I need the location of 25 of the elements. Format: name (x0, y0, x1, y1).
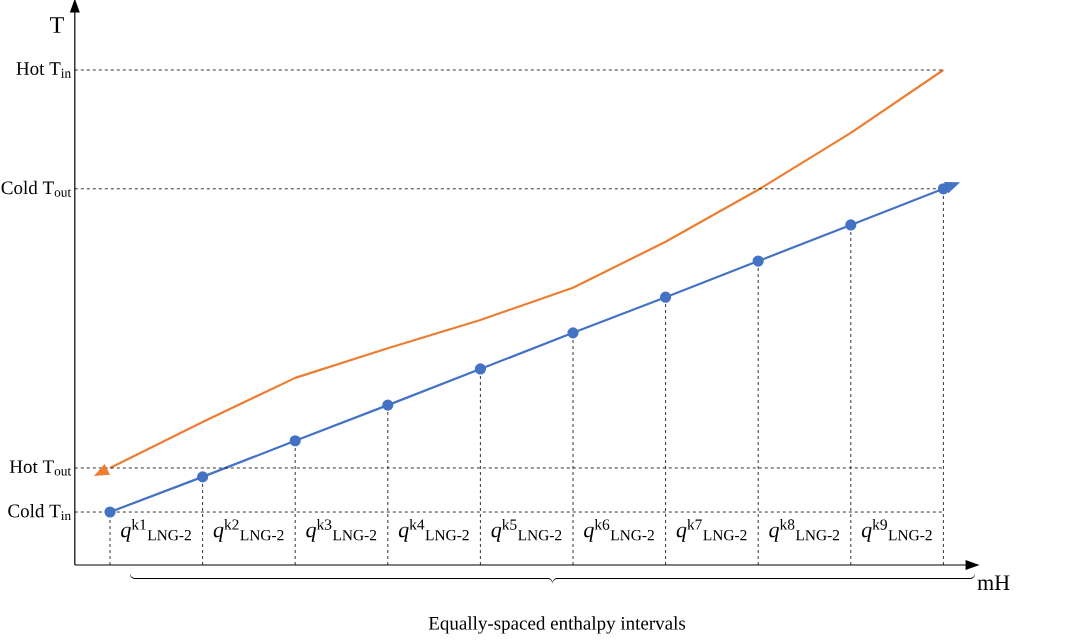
annotation: q$^{k5}$LNG-2 (491, 518, 562, 542)
x-axis-title: mH (977, 575, 1010, 590)
point (474, 363, 486, 375)
text: Equally-spaced enthalpy intervals (428, 616, 686, 634)
annotation: q$^{k7}$LNG-2 (676, 518, 747, 542)
y-axis-title: T (50, 17, 64, 33)
annotation: q$^{k3}$LNG-2 (306, 518, 377, 542)
annotation: q$^{k6}$LNG-2 (584, 518, 654, 542)
point (104, 506, 116, 518)
annotation: q$^{k9}$LNG-2 (861, 518, 932, 542)
point (197, 471, 209, 483)
ref-line-label: Hot T$_{in}$ (16, 62, 71, 78)
point (289, 435, 301, 447)
annotation: q$^{k8}$LNG-2 (769, 518, 840, 542)
annotation: q$^{k2}$LNG-2 (213, 518, 284, 542)
annotation: q$^{k4}$LNG-2 (398, 518, 469, 542)
point (567, 327, 579, 339)
point (660, 291, 672, 303)
ref-line-label: Hot T$_{out}$ (9, 460, 72, 476)
ref-line-label: Cold T$_{out}$ (1, 180, 72, 197)
ref-line-label: Cold T$_{in}$ (8, 504, 71, 521)
point (752, 255, 764, 267)
annotation: q$^{k1}$LNG-2 (121, 518, 191, 542)
point (382, 399, 394, 411)
point (845, 219, 857, 231)
